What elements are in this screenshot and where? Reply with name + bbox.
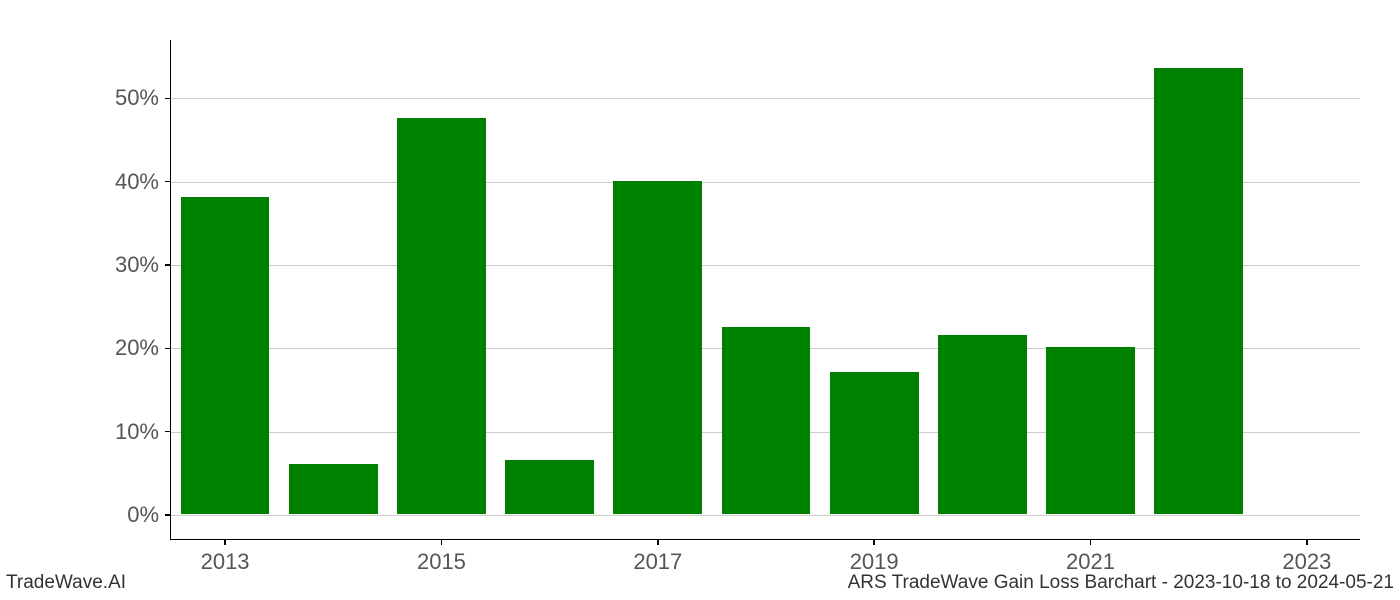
footer-right-text: ARS TradeWave Gain Loss Barchart - 2023-… [848, 572, 1394, 594]
x-tick-mark [1090, 539, 1092, 545]
bar [830, 372, 919, 514]
x-tick-label: 2013 [201, 549, 250, 575]
x-tick-mark [441, 539, 443, 545]
bar [1046, 347, 1135, 514]
y-tick-mark [165, 181, 171, 183]
y-tick-label: 0% [127, 502, 159, 528]
bar [938, 335, 1027, 514]
x-tick-mark [873, 539, 875, 545]
y-tick-mark [165, 348, 171, 350]
bar [1154, 68, 1243, 514]
x-tick-label: 2017 [633, 549, 682, 575]
chart-container: 0%10%20%30%40%50%20132015201720192021202… [170, 40, 1360, 540]
y-tick-mark [165, 431, 171, 433]
y-tick-mark [165, 264, 171, 266]
x-tick-mark [1306, 539, 1308, 545]
y-tick-label: 50% [115, 85, 159, 111]
y-tick-label: 40% [115, 169, 159, 195]
bar [505, 460, 594, 514]
gridline [171, 515, 1360, 516]
y-tick-mark [165, 514, 171, 516]
x-tick-label: 2015 [417, 549, 466, 575]
bar [722, 327, 811, 515]
bar [397, 118, 486, 514]
plot-area: 0%10%20%30%40%50%20132015201720192021202… [170, 40, 1360, 540]
bar [181, 197, 270, 514]
bar [613, 181, 702, 514]
y-tick-label: 30% [115, 252, 159, 278]
y-tick-label: 10% [115, 419, 159, 445]
y-tick-label: 20% [115, 335, 159, 361]
y-tick-mark [165, 98, 171, 100]
x-tick-mark [224, 539, 226, 545]
x-tick-mark [657, 539, 659, 545]
bar [289, 464, 378, 514]
footer-left-text: TradeWave.AI [6, 572, 126, 594]
